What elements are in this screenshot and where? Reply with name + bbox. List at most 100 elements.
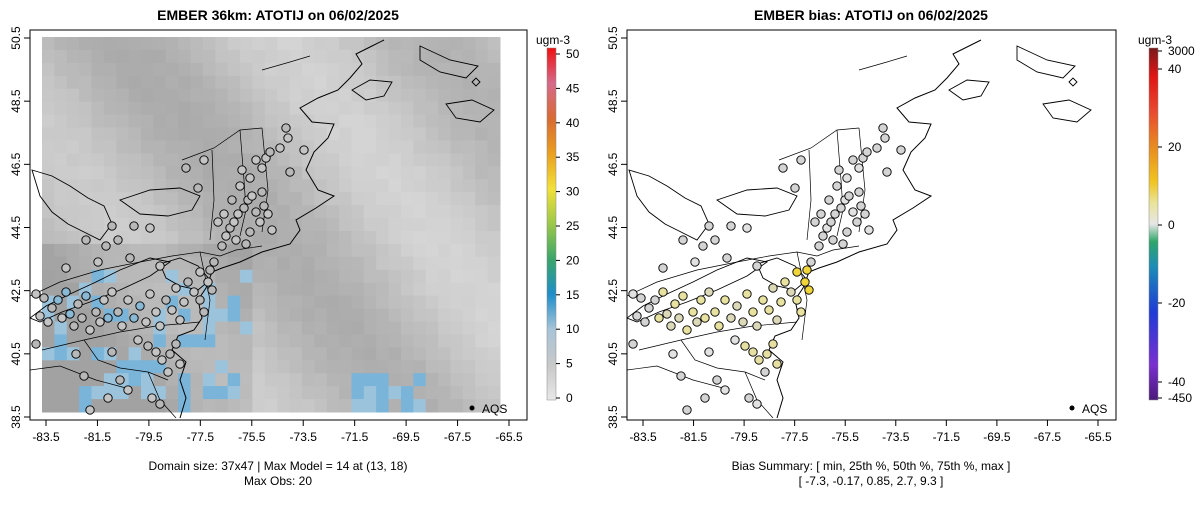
- grid-cell: [339, 321, 352, 335]
- grid-cell: [314, 308, 328, 322]
- grid-cell: [264, 282, 278, 297]
- grid-cell: [42, 243, 55, 258]
- grid-cell: [264, 179, 278, 193]
- grid-cell: [128, 62, 142, 77]
- grid-cell: [42, 114, 55, 128]
- state-border: [858, 127, 866, 233]
- grid-cell: [351, 282, 365, 297]
- grid-cell: [450, 360, 464, 374]
- grid-cell: [141, 127, 154, 141]
- grid-cell: [475, 269, 489, 284]
- grid-cell: [190, 75, 204, 90]
- grid-cell: [425, 256, 439, 271]
- grid-cell: [314, 386, 328, 400]
- grid-cell: [438, 101, 451, 116]
- grid-cell: [103, 360, 117, 374]
- grid-cell: [116, 179, 130, 193]
- obs-point: [219, 209, 229, 219]
- bias-point: [692, 317, 702, 327]
- obs-point: [141, 317, 151, 327]
- obs-point: [179, 297, 189, 307]
- grid-cell: [351, 114, 365, 128]
- grid-cell: [128, 101, 142, 116]
- grid-cell: [438, 75, 451, 90]
- grid-cell: [277, 334, 291, 348]
- grid-cell: [190, 347, 204, 361]
- grid-cell: [103, 88, 117, 103]
- grid-cell: [215, 114, 229, 128]
- grid-cell: [79, 218, 92, 232]
- grid-cell: [363, 114, 377, 128]
- grid-cell: [388, 399, 402, 413]
- grid-cell: [54, 49, 68, 64]
- grid-cell: [462, 347, 476, 361]
- obs-point: [113, 235, 123, 245]
- grid-cell: [363, 347, 377, 361]
- grid-cell: [314, 153, 328, 167]
- x-tick-label: -75.5: [238, 430, 266, 444]
- grid-cell: [141, 88, 154, 103]
- state-border: [816, 245, 860, 257]
- grid-cell: [462, 166, 476, 180]
- grid-cell: [141, 373, 154, 387]
- obs-point: [181, 163, 191, 173]
- grid-cell: [425, 62, 439, 77]
- grid-cell: [487, 269, 501, 284]
- grid-cell: [240, 282, 253, 297]
- bias-point: [662, 309, 672, 319]
- grid-cell: [190, 231, 204, 245]
- grid-cell: [128, 166, 142, 180]
- grid-cell: [42, 140, 55, 154]
- bias-point: [682, 325, 692, 335]
- grid-cell: [438, 192, 451, 206]
- grid-cell: [462, 205, 476, 219]
- grid-cell: [215, 334, 229, 348]
- grid-cell: [141, 153, 154, 167]
- grid-cell: [289, 231, 303, 245]
- grid-cell: [339, 88, 352, 103]
- grid-cell: [141, 243, 154, 258]
- grid-cell: [128, 179, 142, 193]
- grid-cell: [462, 153, 476, 167]
- grid-cell: [401, 360, 414, 374]
- colorbar-tick-label: 15: [566, 288, 580, 302]
- bias-point: [644, 303, 654, 313]
- grid-cell: [42, 205, 55, 219]
- grid-cell: [388, 295, 402, 309]
- grid-cell: [227, 88, 241, 103]
- state-border: [778, 127, 860, 161]
- grid-cell: [401, 88, 414, 103]
- grid-cell: [215, 360, 229, 374]
- left-basemap: [30, 39, 495, 419]
- grid-cell: [165, 386, 179, 400]
- state-border: [30, 365, 127, 389]
- obs-point: [61, 287, 71, 297]
- grid-cell: [363, 269, 377, 284]
- grid-cell: [178, 321, 192, 335]
- grid-cell: [450, 37, 464, 51]
- grid-cell: [376, 321, 390, 335]
- grid-cell: [79, 205, 92, 219]
- grid-cell: [153, 140, 167, 154]
- grid-cell: [376, 360, 390, 374]
- grid-cell: [363, 205, 377, 219]
- obs-point: [285, 167, 295, 177]
- grid-cell: [54, 386, 68, 400]
- grid-cell: [264, 373, 278, 387]
- bias-point: [880, 133, 890, 143]
- left-footer-line2: Max Obs: 20: [244, 474, 312, 488]
- grid-cell: [153, 269, 167, 284]
- grid-cell: [153, 153, 167, 167]
- grid-cell: [141, 360, 154, 374]
- grid-cell: [264, 192, 278, 206]
- grid-cell: [339, 179, 352, 193]
- grid-cell: [401, 49, 414, 64]
- grid-cell: [363, 166, 377, 180]
- grid-cell: [66, 360, 80, 374]
- grid-cell: [462, 114, 476, 128]
- grid-cell: [91, 101, 105, 116]
- grid-cell: [376, 114, 390, 128]
- bias-point: [696, 295, 706, 305]
- bias-point: [738, 317, 748, 327]
- grid-cell: [326, 205, 340, 219]
